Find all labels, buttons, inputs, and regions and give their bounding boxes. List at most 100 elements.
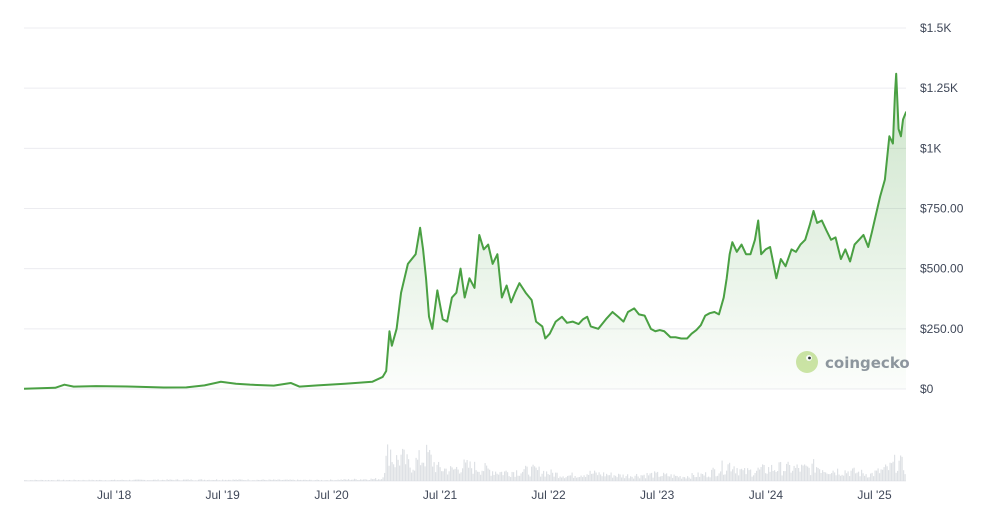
volume-bar xyxy=(511,471,513,481)
volume-bar xyxy=(393,464,395,481)
volume-bar xyxy=(862,473,864,481)
volume-bar xyxy=(402,448,404,481)
volume-bar xyxy=(72,480,74,481)
volume-bar xyxy=(279,479,281,481)
volume-bar xyxy=(319,480,321,481)
volume-bar xyxy=(819,469,821,481)
volume-bar xyxy=(591,473,593,481)
volume-bar xyxy=(187,479,189,481)
volume-bar xyxy=(349,480,351,481)
volume-bar xyxy=(100,480,102,481)
volume-bar xyxy=(649,473,651,481)
volume-bar xyxy=(180,480,182,481)
volume-bar xyxy=(87,480,89,481)
volume-bar xyxy=(640,475,642,481)
volume-bar xyxy=(181,480,183,481)
volume-bar xyxy=(174,480,176,481)
volume-bar xyxy=(559,476,561,481)
volume-bar xyxy=(303,479,305,481)
volume-bar xyxy=(454,468,456,481)
volume-bar xyxy=(424,466,426,481)
volume-bar xyxy=(427,452,429,481)
volume-bar xyxy=(337,479,339,481)
volume-bar xyxy=(655,472,657,481)
volume-bar xyxy=(796,464,798,481)
volume-bar xyxy=(727,464,729,481)
volume-bar xyxy=(679,475,681,481)
volume-bar xyxy=(718,473,720,481)
volume-bar xyxy=(184,479,186,481)
volume-bar xyxy=(85,480,87,481)
volume-bar xyxy=(585,476,587,481)
volume-bar xyxy=(580,475,582,481)
volume-bar xyxy=(261,479,263,481)
volume-bar xyxy=(795,467,797,481)
volume-bar xyxy=(370,478,372,481)
volume-bar xyxy=(217,480,219,481)
volume-bar xyxy=(696,477,698,481)
volume-bar xyxy=(112,479,114,481)
volume-bar xyxy=(165,480,167,481)
volume-bar xyxy=(535,467,537,481)
volume-bar xyxy=(52,480,54,481)
volume-bar xyxy=(153,479,155,481)
volume-bar xyxy=(589,470,591,481)
x-tick-label: Jul '20 xyxy=(314,488,349,502)
volume-bar xyxy=(316,479,318,481)
volume-bar xyxy=(169,479,171,481)
volume-bar xyxy=(730,471,732,481)
volume-bar xyxy=(274,479,276,481)
x-tick-label: Jul '19 xyxy=(205,488,240,502)
volume-bar xyxy=(81,480,83,481)
volume-bar xyxy=(264,479,266,481)
volume-bar xyxy=(331,479,333,481)
volume-bar xyxy=(876,470,878,481)
volume-bar xyxy=(711,469,713,481)
volume-bar xyxy=(369,480,371,481)
volume-bar xyxy=(760,467,762,481)
volume-bar xyxy=(613,475,615,481)
volume-bar xyxy=(901,456,903,481)
volume-bar xyxy=(232,479,234,481)
volume-bar xyxy=(547,474,549,481)
volume-bar xyxy=(70,480,72,481)
volume-bar xyxy=(565,477,567,481)
volume-bar xyxy=(79,480,81,481)
volume-bar xyxy=(751,476,753,481)
volume-bar xyxy=(543,470,545,481)
volume-bar xyxy=(96,480,98,481)
volume-bar xyxy=(540,476,542,481)
volume-bar xyxy=(148,480,150,481)
volume-bar xyxy=(721,460,723,481)
x-tick-label: Jul '22 xyxy=(531,488,566,502)
volume-bar xyxy=(676,475,678,481)
volume-bar xyxy=(250,480,252,481)
volume-bar xyxy=(853,467,855,481)
volume-bar xyxy=(502,475,504,481)
volume-bar xyxy=(754,473,756,481)
volume-bar xyxy=(327,480,329,481)
volume-bar xyxy=(109,480,111,481)
volume-bar xyxy=(249,480,251,481)
volume-bar xyxy=(844,470,846,481)
volume-bar xyxy=(288,479,290,481)
volume-bar xyxy=(685,478,687,481)
volume-bar xyxy=(703,475,705,481)
volume-bar xyxy=(294,480,296,481)
volume-bar xyxy=(363,479,365,481)
volume-bar xyxy=(810,475,812,481)
volume-bar xyxy=(882,469,884,481)
volume-bar xyxy=(742,470,744,481)
volume-bar xyxy=(58,479,60,481)
volume-bar xyxy=(415,457,417,481)
volume-bar xyxy=(433,462,435,481)
volume-bar xyxy=(642,475,644,481)
volume-bar xyxy=(705,472,707,481)
volume-bar xyxy=(781,475,783,481)
volume-bar xyxy=(219,480,221,481)
volume-bar xyxy=(816,467,818,481)
volume-bar xyxy=(546,471,548,481)
volume-bar xyxy=(717,475,719,481)
